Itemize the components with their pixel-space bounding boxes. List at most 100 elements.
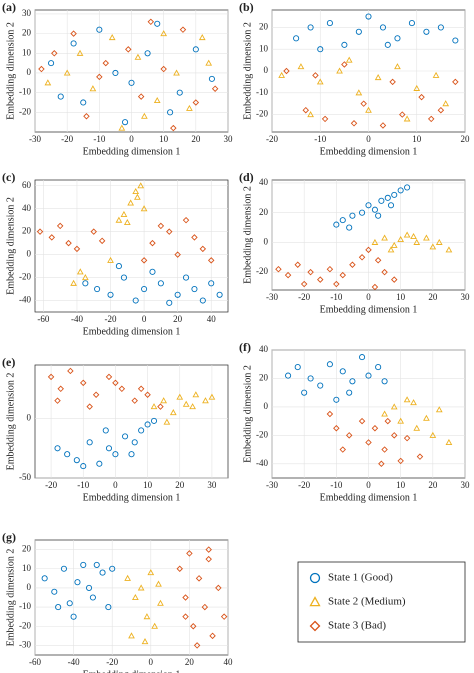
scatter-point bbox=[317, 46, 324, 53]
scatter-point bbox=[339, 271, 347, 279]
scatter-point bbox=[150, 417, 158, 424]
scatter-point bbox=[390, 241, 398, 248]
scatter-point bbox=[65, 239, 72, 247]
scatter-point bbox=[157, 403, 164, 410]
x-tick-label: -30 bbox=[29, 134, 41, 144]
scatter-point bbox=[379, 122, 387, 129]
scatter-point bbox=[147, 569, 155, 576]
scatter-point bbox=[99, 569, 106, 576]
scatter-point bbox=[326, 410, 334, 418]
scatter-point bbox=[80, 99, 87, 106]
scatter-point bbox=[208, 280, 215, 287]
scatter-point bbox=[109, 565, 116, 572]
x-axis-label: Embedding dimension 1 bbox=[83, 669, 181, 673]
scatter-point bbox=[102, 427, 109, 434]
scatter-point bbox=[160, 30, 168, 37]
scatter-point bbox=[89, 85, 97, 92]
scatter-point bbox=[384, 41, 391, 48]
scatter-point bbox=[195, 575, 203, 582]
scatter-point bbox=[387, 202, 395, 209]
scatter-point bbox=[96, 73, 103, 81]
y-tick-label: -40 bbox=[19, 295, 31, 305]
scatter-point bbox=[399, 111, 406, 118]
scatter-point bbox=[140, 205, 148, 212]
x-tick-label: 20 bbox=[175, 480, 185, 490]
scatter-point bbox=[423, 234, 430, 241]
y-axis-label: Embedding dimension 2 bbox=[5, 22, 16, 120]
scatter-point bbox=[394, 35, 401, 42]
scatter-point bbox=[397, 417, 405, 424]
x-tick-label: -20 bbox=[266, 134, 278, 144]
scatter-point bbox=[70, 30, 77, 37]
scatter-point bbox=[160, 397, 168, 404]
scatter-point bbox=[294, 261, 301, 268]
scatter-point bbox=[154, 20, 161, 27]
y-tick-label: 20 bbox=[22, 28, 32, 38]
scatter-point bbox=[321, 115, 329, 123]
scatter-point bbox=[108, 34, 116, 41]
scatter-point bbox=[182, 274, 190, 281]
scatter-point bbox=[307, 268, 314, 276]
scatter-point bbox=[384, 417, 392, 425]
scatter-point bbox=[208, 75, 215, 82]
scatter-point bbox=[74, 579, 81, 586]
scatter-point bbox=[427, 115, 435, 123]
legend-marker bbox=[309, 620, 321, 632]
scatter-point bbox=[141, 112, 148, 119]
scatter-point bbox=[371, 283, 379, 291]
x-tick-label: 20 bbox=[191, 134, 201, 144]
scatter-point bbox=[73, 457, 80, 464]
scatter-point bbox=[301, 389, 308, 396]
scatter-point bbox=[124, 574, 132, 581]
scatter-point bbox=[205, 555, 212, 563]
scatter-point bbox=[381, 234, 388, 241]
y-tick-label: 20 bbox=[259, 207, 269, 217]
scatter-point bbox=[64, 451, 71, 458]
scatter-point bbox=[76, 49, 84, 56]
y-tick-label: 40 bbox=[259, 177, 269, 187]
scatter-point bbox=[293, 35, 300, 42]
panel-label: (d) bbox=[239, 170, 254, 184]
scatter-point bbox=[63, 69, 71, 76]
scatter-point bbox=[191, 234, 198, 241]
scatter-point bbox=[211, 85, 219, 92]
scatter-point bbox=[137, 182, 145, 189]
x-tick-label: -10 bbox=[330, 480, 342, 490]
scatter-point bbox=[137, 385, 145, 393]
legend-label: State 1 (Good) bbox=[328, 572, 393, 584]
scatter-point bbox=[355, 89, 363, 96]
y-tick-label: 20 bbox=[259, 373, 269, 383]
scatter-point bbox=[300, 280, 308, 288]
scatter-point bbox=[365, 246, 372, 254]
scatter-point bbox=[397, 187, 404, 194]
scatter-point bbox=[57, 385, 64, 393]
scatter-point bbox=[294, 364, 301, 371]
scatter-point bbox=[163, 418, 171, 425]
y-tick-label: 10 bbox=[259, 43, 269, 53]
scatter-point bbox=[80, 561, 87, 568]
scatter-point bbox=[208, 393, 216, 400]
scatter-point bbox=[190, 623, 197, 630]
scatter-point bbox=[375, 364, 382, 371]
scatter-point bbox=[105, 373, 113, 381]
scatter-point bbox=[193, 642, 201, 649]
scatter-point bbox=[355, 28, 362, 35]
scatter-point bbox=[418, 93, 425, 101]
y-tick-label: 0 bbox=[264, 401, 269, 411]
scatter-point bbox=[192, 391, 200, 398]
scatter-point bbox=[358, 417, 366, 425]
scatter-point bbox=[374, 257, 382, 264]
scatter-point bbox=[358, 254, 366, 261]
x-tick-label: -20 bbox=[298, 292, 310, 302]
scatter-point bbox=[350, 120, 358, 127]
scatter-point bbox=[107, 256, 114, 263]
x-tick-label: 0 bbox=[366, 480, 371, 490]
scatter-point bbox=[371, 206, 378, 213]
scatter-point bbox=[349, 212, 356, 219]
scatter-point bbox=[307, 111, 314, 118]
scatter-point bbox=[169, 409, 177, 416]
scatter-point bbox=[387, 246, 395, 253]
x-tick-label: -60 bbox=[37, 314, 49, 324]
scatter-point bbox=[297, 63, 305, 70]
scatter-point bbox=[131, 397, 138, 404]
